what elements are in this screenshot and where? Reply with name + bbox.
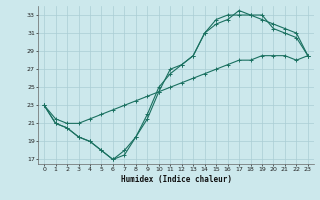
X-axis label: Humidex (Indice chaleur): Humidex (Indice chaleur) [121,175,231,184]
